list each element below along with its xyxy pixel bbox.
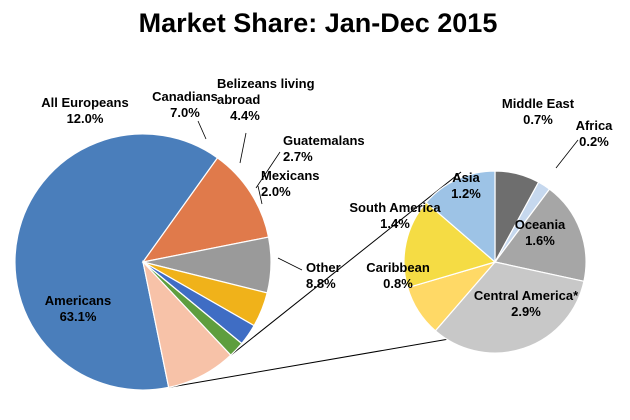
main-slice-other	[141, 260, 232, 389]
leader-line-mexicans	[257, 185, 263, 205]
main-label-mexicans-line-1: Mexicans	[261, 168, 320, 183]
connector-lines	[168, 171, 462, 388]
secondary-label-oceania-line-1: Oceania	[515, 217, 566, 232]
secondary-value-asia: 1.2%	[451, 186, 481, 201]
main-label-americans-line-1: Americans	[45, 293, 111, 308]
main-value-belizeans-living-abroad: 4.4%	[230, 108, 260, 123]
main-label-belizeans-living-abroad-line-2: abroad	[217, 92, 260, 107]
leader-line-guatemalans	[255, 151, 281, 189]
main-label-canadians-line-1: Canadians	[152, 89, 218, 104]
main-value-all-europeans: 12.0%	[67, 111, 104, 126]
leader-line-other	[277, 257, 303, 271]
secondary-value-caribbean: 0.8%	[383, 276, 413, 291]
main-value-americans: 63.1%	[60, 309, 97, 324]
main-label-belizeans-living-abroad-line-1: Belizeans living	[217, 76, 315, 91]
main-value-guatemalans: 2.7%	[283, 149, 313, 164]
connector-line-bottom	[168, 338, 450, 388]
main-slice-all-europeans	[141, 157, 270, 263]
secondary-value-africa: 0.2%	[579, 134, 609, 149]
main-label-guatemalans-line-1: Guatemalans	[283, 133, 365, 148]
secondary-value-middle-east: 0.7%	[523, 112, 553, 127]
main-slice-americans	[14, 133, 219, 391]
leader-line-africa	[555, 139, 579, 169]
secondary-slice-oceania	[493, 188, 587, 283]
secondary-slice-central-america	[434, 261, 585, 354]
main-value-canadians: 7.0%	[170, 105, 200, 120]
secondary-pie	[403, 170, 587, 354]
main-value-other: 8.8%	[306, 276, 336, 291]
secondary-label-asia-line-1: Asia	[452, 170, 480, 185]
main-label-all-europeans-line-1: All Europeans	[41, 95, 128, 110]
leader-line-belizeans-living-abroad	[239, 132, 247, 164]
connector-line-top	[230, 171, 462, 356]
secondary-value-oceania: 1.6%	[525, 233, 555, 248]
leader-line-canadians	[197, 120, 207, 140]
secondary-label-middle-east-line-1: Middle East	[502, 96, 575, 111]
main-value-mexicans: 2.0%	[261, 184, 291, 199]
secondary-label-south-america-line-1: South America	[349, 200, 441, 215]
secondary-label-africa-line-1: Africa	[576, 118, 614, 133]
secondary-slice-south-america	[403, 201, 497, 289]
secondary-value-central-america: 2.9%	[511, 304, 541, 319]
secondary-label-caribbean-line-1: Caribbean	[366, 260, 430, 275]
secondary-slice-asia	[425, 170, 496, 264]
secondary-value-south-america: 1.4%	[380, 216, 410, 231]
chart-title: Market Share: Jan-Dec 2015	[139, 8, 498, 38]
secondary-label-central-america-line-1: Central America*	[474, 288, 579, 303]
main-label-other-line-1: Other	[306, 260, 341, 275]
main-pie	[14, 133, 272, 391]
